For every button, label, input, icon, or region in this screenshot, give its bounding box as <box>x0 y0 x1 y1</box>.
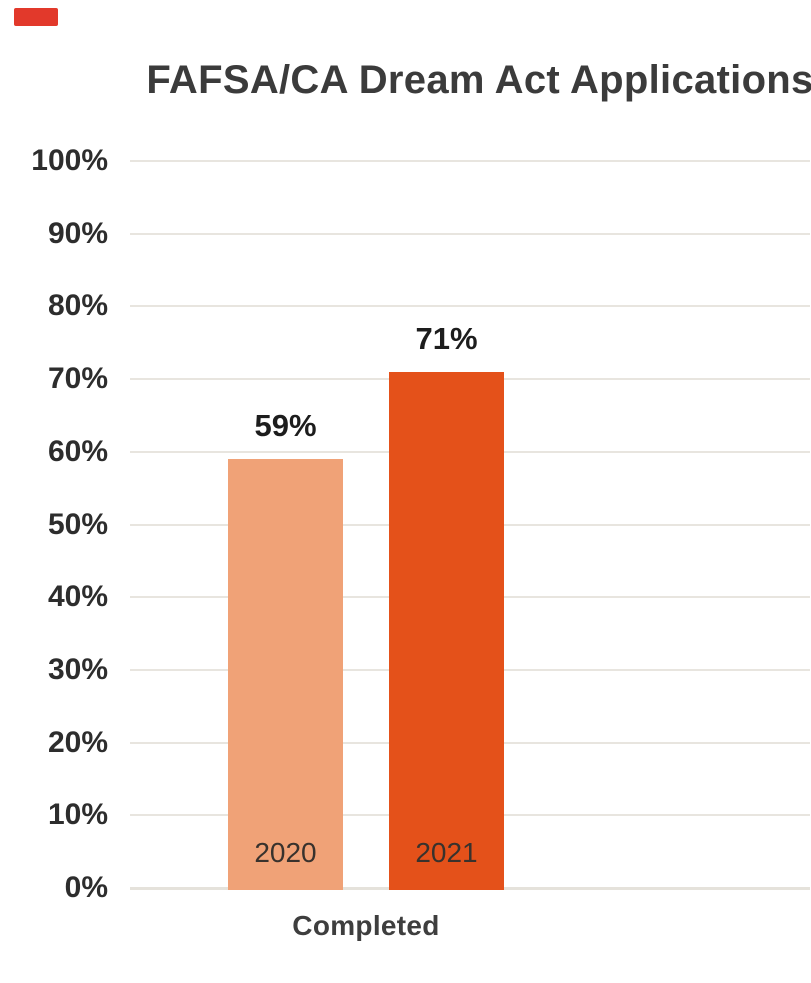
gridline <box>130 305 810 308</box>
y-axis-tick-label: 20% <box>47 725 108 759</box>
gridline <box>130 160 810 162</box>
y-axis-tick-label: 40% <box>47 580 108 614</box>
y-axis-tick-label: 0% <box>64 871 108 904</box>
bar-2020 <box>228 459 343 890</box>
bar-value-label: 59% <box>254 408 317 444</box>
y-axis-tick-label: 70% <box>47 362 108 396</box>
y-axis-tick-label: 90% <box>47 216 108 250</box>
corner-accent-mark <box>14 8 58 26</box>
bar-series-name-label: 2021 <box>415 837 478 868</box>
x-axis-category-label: Completed <box>292 910 440 941</box>
y-axis-tick-label: 50% <box>47 507 108 541</box>
gridline <box>130 232 810 235</box>
y-axis-tick-label: 10% <box>47 798 108 832</box>
y-axis-tick-label: 60% <box>47 434 108 468</box>
bar-2021 <box>389 371 504 890</box>
bar-series-name-label: 2020 <box>254 837 317 868</box>
bar-value-label: 71% <box>415 320 478 356</box>
y-axis-tick-label: 30% <box>47 652 108 686</box>
y-axis-tick-label: 80% <box>47 289 108 323</box>
chart-title: FAFSA/CA Dream Act Applications <box>146 58 811 102</box>
y-axis-tick-label: 100% <box>31 144 108 177</box>
